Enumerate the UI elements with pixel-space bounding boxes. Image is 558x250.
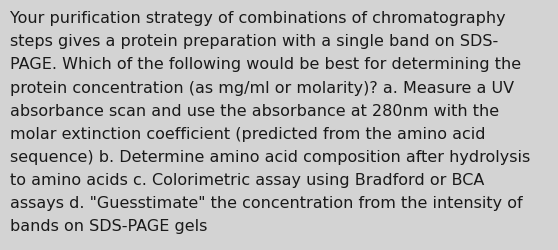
Text: PAGE. Which of the following would be best for determining the: PAGE. Which of the following would be be… (10, 57, 521, 72)
Text: assays d. "Guesstimate" the concentration from the intensity of: assays d. "Guesstimate" the concentratio… (10, 195, 523, 210)
Text: molar extinction coefficient (predicted from the amino acid: molar extinction coefficient (predicted … (10, 126, 485, 141)
Text: bands on SDS-PAGE gels: bands on SDS-PAGE gels (10, 218, 208, 233)
Text: sequence) b. Determine amino acid composition after hydrolysis: sequence) b. Determine amino acid compos… (10, 149, 530, 164)
Text: absorbance scan and use the absorbance at 280nm with the: absorbance scan and use the absorbance a… (10, 103, 499, 118)
Text: to amino acids c. Colorimetric assay using Bradford or BCA: to amino acids c. Colorimetric assay usi… (10, 172, 484, 187)
Text: steps gives a protein preparation with a single band on SDS-: steps gives a protein preparation with a… (10, 34, 498, 49)
Text: Your purification strategy of combinations of chromatography: Your purification strategy of combinatio… (10, 11, 506, 26)
Text: protein concentration (as mg/ml or molarity)? a. Measure a UV: protein concentration (as mg/ml or molar… (10, 80, 514, 95)
